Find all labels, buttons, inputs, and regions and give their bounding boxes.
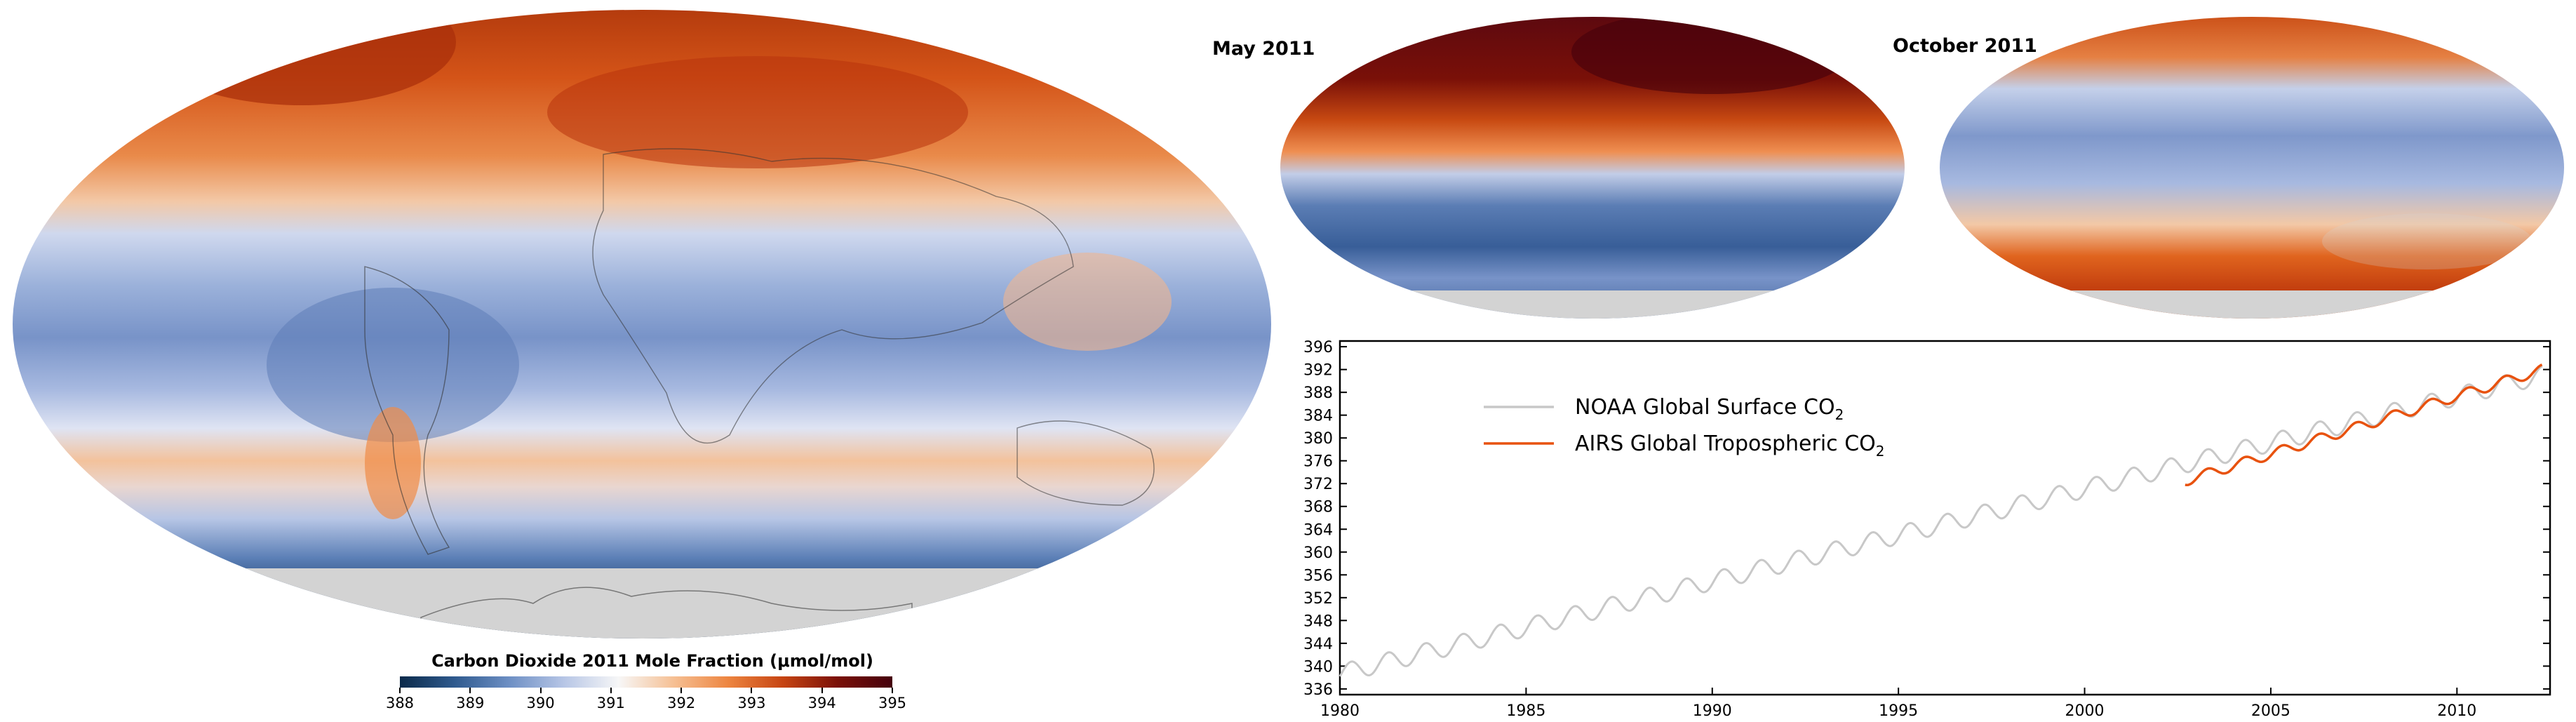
- y-tick-label: 340: [1303, 658, 1333, 676]
- colorbar-ticks: 388 389 390 391 392 393 394 395: [386, 688, 906, 716]
- y-tick-label: 384: [1303, 408, 1333, 425]
- colorbar-tick-label: 393: [737, 695, 766, 711]
- colorbar-tick: [892, 688, 893, 693]
- colorbar-tick: [821, 688, 823, 693]
- colorbar-tick: [751, 688, 753, 693]
- may-2011-label: May 2011: [1212, 38, 1315, 60]
- series-line-airs: [2185, 363, 2543, 487]
- x-tick-label: 2005: [2251, 702, 2290, 719]
- october-2011-label: October 2011: [1893, 35, 2037, 57]
- colorbar-title-prefix: Carbon Dioxide 2011 Mole Fraction (: [431, 651, 778, 671]
- colorbar-title-suffix: ): [865, 651, 873, 671]
- y-tick-label: 360: [1303, 544, 1333, 562]
- y-tick-label: 336: [1303, 681, 1333, 699]
- y-tick-label: 352: [1303, 590, 1333, 608]
- y-tick-label: 364: [1303, 521, 1333, 539]
- colorbar-title: Carbon Dioxide 2011 Mole Fraction (μmol/…: [400, 651, 905, 671]
- y-tick-label: 380: [1303, 430, 1333, 448]
- colorbar-tick: [469, 688, 471, 693]
- colorbar-tick-label: 392: [667, 695, 696, 711]
- y-tick-label: 348: [1303, 613, 1333, 630]
- annual-co2-map: [0, 0, 1284, 649]
- co2-time-series-chart: 336 340 344 348 352 356 360 364 368 372 376 380 384 3…: [1303, 339, 2551, 719]
- y-tick-label: 344: [1303, 636, 1333, 653]
- colorbar-tick-label: 394: [807, 695, 836, 711]
- y-tick-label: 388: [1303, 385, 1333, 402]
- colorbar-tick: [399, 688, 401, 693]
- y-tick-label: 396: [1303, 339, 1333, 356]
- colorbar-tick: [610, 688, 612, 693]
- colorbar-tick-label: 391: [596, 695, 625, 711]
- may-2011-map: [1277, 10, 1908, 326]
- y-tick-label: 376: [1303, 453, 1333, 471]
- x-tick-label: 1980: [1320, 702, 1360, 719]
- y-tick-label: 392: [1303, 362, 1333, 380]
- colorbar: [400, 676, 892, 688]
- series-line-noaa: [1339, 365, 2543, 677]
- chart-axes: 336 340 344 348 352 356 360 364 368 372 376 380 384 3…: [1303, 339, 2551, 719]
- colorbar-unit: μmol/mol: [777, 651, 866, 671]
- y-tick-label: 372: [1303, 476, 1333, 493]
- legend-subscript: 2: [1876, 443, 1885, 460]
- x-tick-label: 1995: [1879, 702, 1918, 719]
- chart-legend: NOAA Global Surface CO2 AIRS Global Tropo…: [1484, 395, 1885, 460]
- october-2011-map: [1936, 10, 2568, 326]
- legend-label-noaa: NOAA Global Surface CO2: [1575, 395, 1844, 423]
- colorbar-tick-label: 395: [878, 695, 907, 711]
- plot-frame: [1339, 340, 2551, 696]
- x-tick-label: 2000: [2065, 702, 2105, 719]
- legend-label-airs: AIRS Global Tropospheric CO2: [1575, 432, 1885, 460]
- colorbar-tick-label: 389: [456, 695, 485, 711]
- legend-subscript: 2: [1835, 406, 1844, 423]
- colorbar-tick: [680, 688, 683, 693]
- colorbar-tick-label: 390: [526, 695, 555, 711]
- x-tick-label: 1985: [1506, 702, 1545, 719]
- x-tick-label: 1990: [1693, 702, 1732, 719]
- chart-series: [1339, 363, 2543, 677]
- x-tick-label: 2010: [2437, 702, 2476, 719]
- y-tick-label: 368: [1303, 499, 1333, 516]
- y-tick-label: 356: [1303, 567, 1333, 584]
- colorbar-tick-label: 388: [385, 695, 415, 711]
- colorbar-tick: [539, 688, 542, 693]
